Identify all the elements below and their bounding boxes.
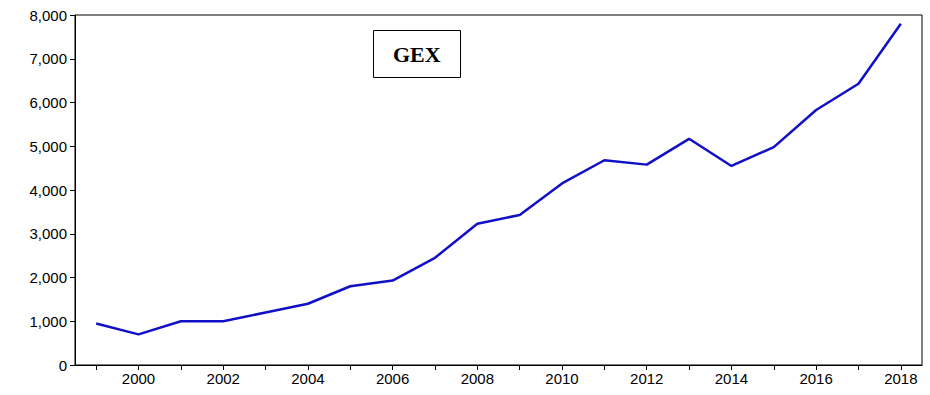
svg-text:2006: 2006 [376, 370, 409, 387]
svg-text:1,000: 1,000 [29, 313, 67, 330]
svg-text:6,000: 6,000 [29, 94, 67, 111]
svg-text:2004: 2004 [291, 370, 324, 387]
svg-text:8,000: 8,000 [29, 7, 67, 24]
svg-text:0: 0 [59, 357, 67, 374]
svg-text:2016: 2016 [799, 370, 832, 387]
svg-text:2002: 2002 [207, 370, 240, 387]
svg-text:7,000: 7,000 [29, 50, 67, 67]
svg-text:2000: 2000 [122, 370, 155, 387]
svg-text:5,000: 5,000 [29, 138, 67, 155]
svg-text:2008: 2008 [461, 370, 494, 387]
svg-text:2,000: 2,000 [29, 269, 67, 286]
svg-text:2010: 2010 [545, 370, 578, 387]
svg-text:4,000: 4,000 [29, 182, 67, 199]
svg-text:2018: 2018 [884, 370, 917, 387]
svg-text:3,000: 3,000 [29, 225, 67, 242]
svg-text:2014: 2014 [715, 370, 748, 387]
svg-text:2012: 2012 [630, 370, 663, 387]
svg-text:GEX: GEX [393, 42, 441, 67]
